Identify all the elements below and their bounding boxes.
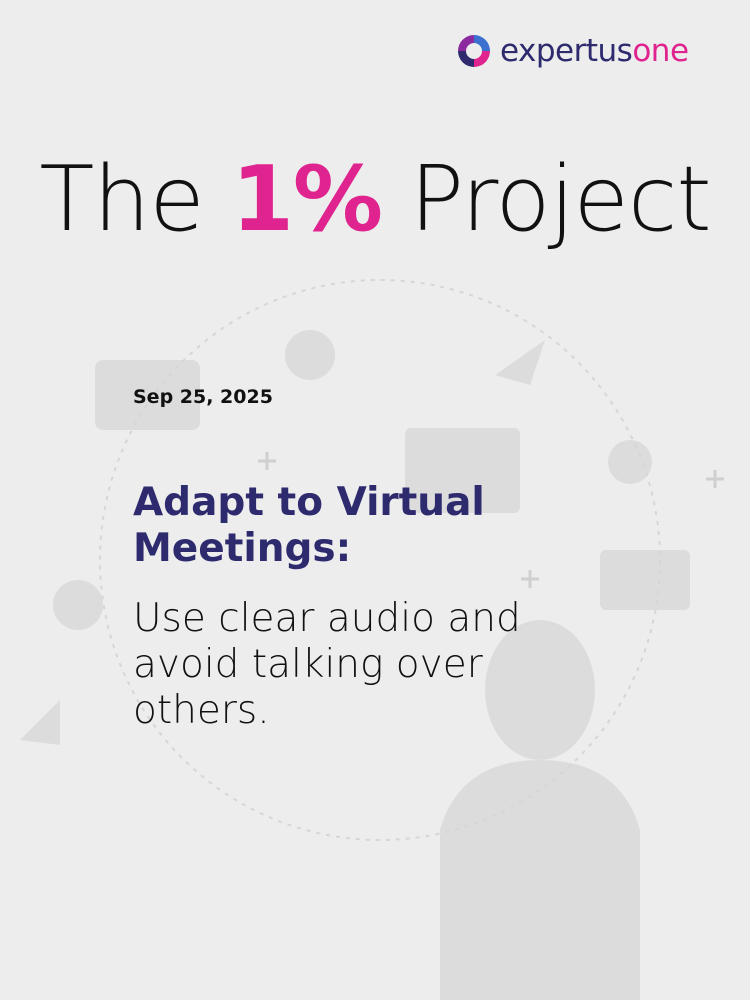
post-headline: Adapt to Virtual Meetings: bbox=[133, 480, 485, 571]
brand-name-part2: one bbox=[632, 32, 689, 69]
expertusone-logo-icon bbox=[458, 35, 490, 67]
page-title: The 1% Project bbox=[0, 150, 750, 250]
title-highlight: 1% bbox=[231, 147, 383, 252]
post-body: Use clear audio and avoid talking over o… bbox=[133, 596, 521, 733]
post-date: Sep 25, 2025 bbox=[133, 386, 273, 408]
brand-name-part1: expertus bbox=[500, 32, 633, 69]
expertusone-logo: expertusone bbox=[456, 33, 689, 69]
title-suffix: Project bbox=[382, 147, 712, 252]
title-prefix: The bbox=[39, 147, 232, 252]
brand-name: expertusone bbox=[500, 32, 689, 69]
